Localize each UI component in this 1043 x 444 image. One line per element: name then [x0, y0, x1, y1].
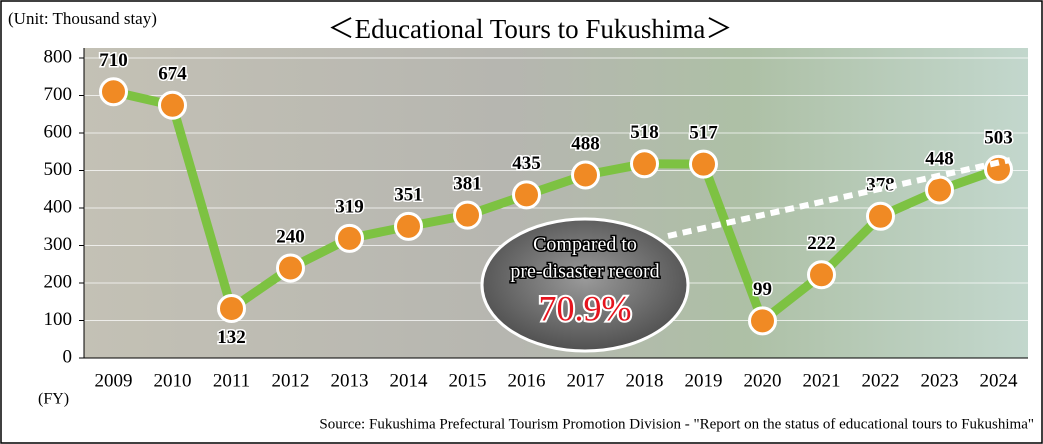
data-label: 674 — [158, 64, 187, 85]
data-label: 710 — [99, 50, 128, 71]
unit-label: (Unit: Thousand stay) — [8, 9, 157, 28]
data-label: 240 — [276, 226, 305, 247]
point — [394, 211, 423, 241]
x-tick-label: 2023 — [921, 370, 959, 391]
point — [807, 260, 836, 290]
data-label: 488 — [571, 133, 600, 154]
y-tick-label: 0 — [63, 346, 73, 367]
source: Source: Fukushima Prefectural Tourism Pr… — [319, 416, 1034, 432]
data-label: 319 — [335, 197, 364, 218]
data-label: 351 — [394, 185, 423, 206]
point — [630, 149, 659, 179]
data-label: 99 — [753, 279, 772, 300]
y-tick-label: 300 — [44, 234, 73, 255]
point — [99, 77, 128, 107]
x-tick-label: 2016 — [508, 370, 546, 391]
data-label: 503 — [984, 128, 1013, 149]
data-label: 222 — [807, 233, 836, 254]
point — [748, 306, 777, 336]
x-tick-label: 2022 — [862, 370, 900, 391]
x-tick-label: 2019 — [685, 370, 723, 391]
y-tick-label: 100 — [44, 309, 73, 330]
y-tick-label: 700 — [44, 84, 73, 105]
point — [571, 160, 600, 190]
y-tick-label: 500 — [44, 159, 73, 180]
annotation-bubble — [480, 217, 690, 353]
x-tick-label: 2015 — [449, 370, 487, 391]
x-tick-label: 2009 — [95, 370, 133, 391]
data-label: 448 — [925, 148, 954, 169]
x-tick-label: 2013 — [331, 370, 369, 391]
data-label: 518 — [630, 122, 659, 143]
x-tick-label: 2021 — [803, 370, 841, 391]
annotation-line: pre-disaster record — [510, 261, 659, 283]
x-axis-label: (FY) — [38, 391, 69, 408]
x-tick-label: 2017 — [567, 370, 605, 391]
point — [925, 175, 954, 205]
data-label: 132 — [217, 327, 246, 348]
chart-title: ＜Educational Tours to Fukushima＞ — [328, 14, 733, 44]
y-tick-label: 800 — [44, 46, 73, 67]
point — [335, 223, 364, 253]
y-tick-label: 600 — [44, 121, 73, 142]
trend-arrow — [667, 157, 1011, 239]
x-tick-label: 2012 — [272, 370, 310, 391]
plot: 0 100 200 300 400 500 600 700 800 2009 2010 2011 201… — [44, 46, 1028, 391]
x-tick-label: 2020 — [744, 370, 782, 391]
data-label: 517 — [689, 122, 718, 143]
point — [217, 294, 246, 323]
x-tick-label: 2010 — [154, 370, 192, 391]
point — [689, 149, 718, 179]
data-label: 381 — [453, 173, 482, 194]
x-tick-label: 2024 — [980, 370, 1019, 391]
x-tick-label: 2014 — [390, 370, 429, 391]
x-tick-label: 2018 — [626, 370, 664, 391]
point — [158, 90, 187, 120]
point — [276, 253, 305, 283]
annotation-line: Compared to — [533, 234, 637, 256]
point — [512, 180, 541, 210]
x-tick-label: 2011 — [213, 370, 250, 391]
y-tick-label: 200 — [44, 271, 73, 292]
series-line — [112, 87, 1000, 326]
data-label: 435 — [512, 153, 541, 174]
annotation-highlight: 70.9% — [539, 288, 632, 328]
y-tick-label: 400 — [44, 196, 73, 217]
point — [866, 201, 895, 231]
point — [453, 200, 482, 230]
